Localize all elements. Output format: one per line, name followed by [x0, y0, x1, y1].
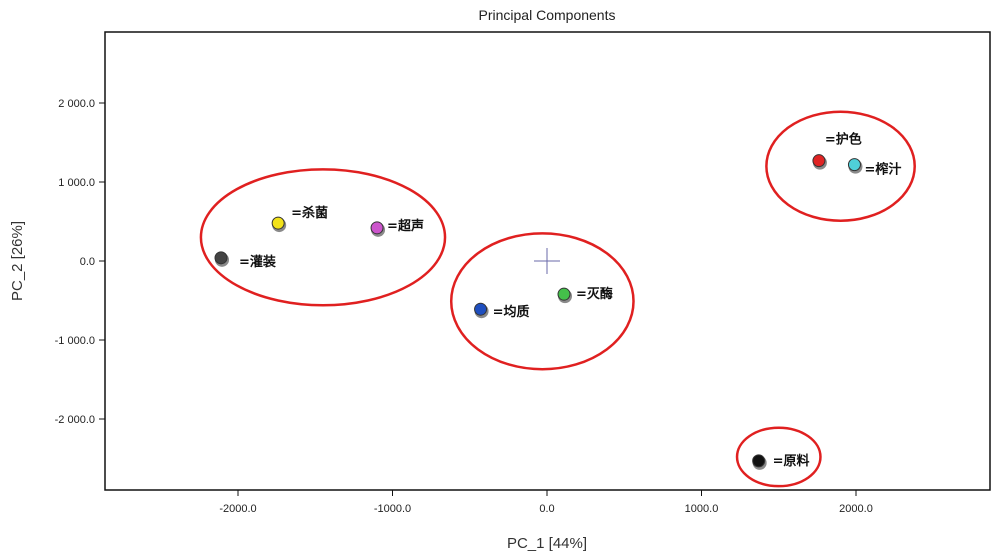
- y-tick-label: 2 000.0: [58, 98, 95, 110]
- y-axis-label: PC_2 [26%]: [9, 221, 26, 301]
- point-label: =原料: [773, 453, 810, 469]
- x-tick-label: -1000.0: [374, 503, 411, 515]
- cluster-ellipse: [199, 168, 447, 307]
- point-label: =灌装: [239, 254, 276, 270]
- origin-cross-marker: [534, 248, 560, 274]
- point-label: =护色: [825, 132, 862, 148]
- point-label: =杀菌: [291, 205, 328, 221]
- cluster-ellipse: [735, 426, 822, 488]
- y-tick-label: -1 000.0: [55, 335, 95, 347]
- cluster-ellipse: [765, 110, 916, 222]
- chart-title: Principal Components: [479, 7, 616, 23]
- cluster-ellipse: [449, 232, 635, 371]
- data-points: =灌装 =杀菌 =超声 =均质 =灭酶 =护色=榨汁 =原料: [214, 132, 901, 470]
- x-tick-label: -2000.0: [219, 503, 256, 515]
- x-tick-label: 0.0: [539, 503, 554, 515]
- scatter-point: [474, 302, 488, 316]
- scatter-point: [557, 287, 571, 301]
- scatter-point: [214, 251, 228, 265]
- point-label: =超声: [387, 218, 424, 234]
- scatter-point: [370, 221, 384, 235]
- cluster-ellipses: [199, 110, 916, 488]
- scatter-point: [847, 158, 861, 172]
- point-label: =榨汁: [864, 162, 901, 178]
- x-tick-label: 1000.0: [685, 503, 719, 515]
- scatter-point: [752, 454, 766, 468]
- x-axis-label: PC_1 [44%]: [507, 535, 587, 552]
- x-axis-ticks: -2000.0 -1000.0 0.0 1000.0 2000.0: [219, 490, 873, 515]
- point-label: =均质: [493, 304, 530, 320]
- y-tick-label: 1 000.0: [58, 177, 95, 189]
- y-tick-label: -2 000.0: [55, 414, 95, 426]
- scatter-point: [812, 154, 826, 168]
- y-tick-label: 0.0: [80, 256, 95, 268]
- scatter-point: [271, 216, 285, 230]
- y-axis-ticks: 2 000.0 1 000.0 0.0 -1 000.0 -2 000.0: [55, 98, 105, 426]
- point-label: =灭酶: [576, 286, 613, 302]
- x-tick-label: 2000.0: [839, 503, 873, 515]
